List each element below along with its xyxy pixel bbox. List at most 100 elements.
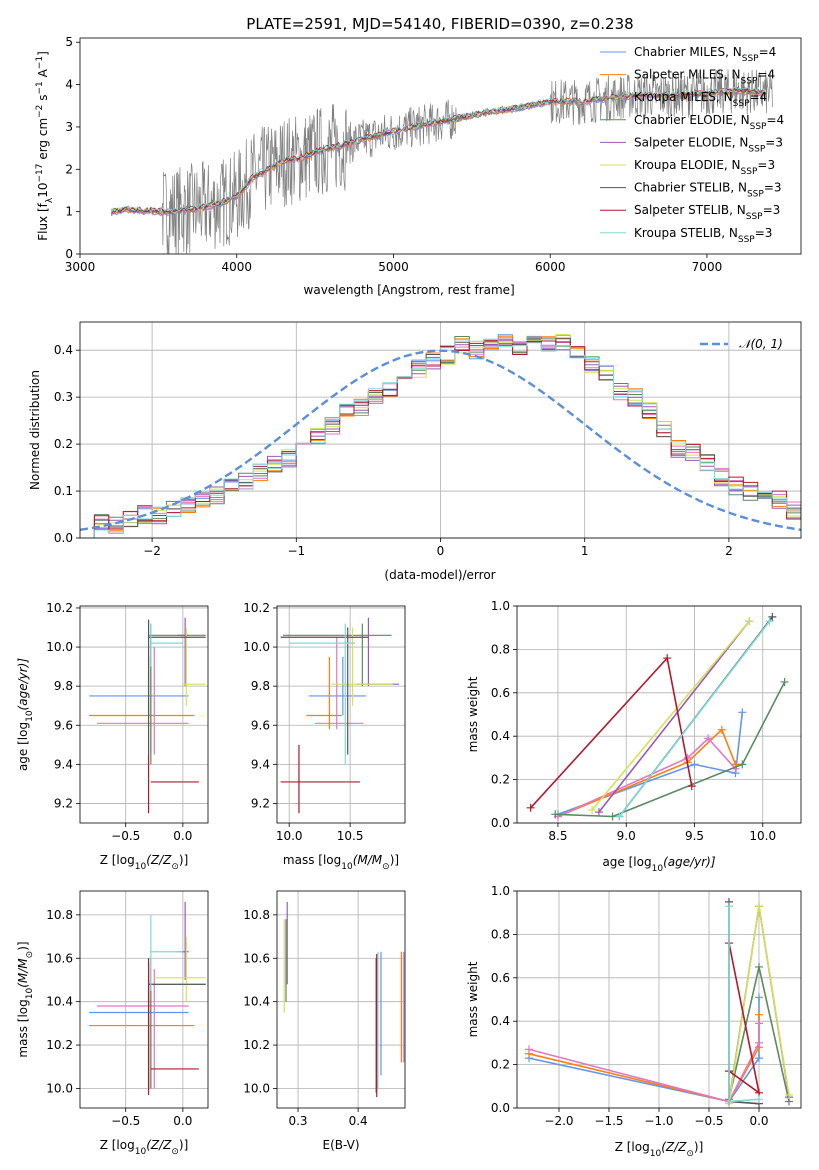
legend-entry-label-part: Chabrier MILES, N [634, 45, 742, 59]
y-tick-label: 1 [65, 205, 73, 219]
spectrum-y-axis-label-part: s [36, 95, 50, 105]
series-line-kroupa_elodie [591, 620, 750, 811]
x-tick-label: 10.5 [337, 829, 364, 843]
x-tick-label: 0.0 [173, 1114, 192, 1128]
spectrum-model-kroupa_stelib [110, 86, 767, 213]
series-marker-kroupa_stelib [755, 1095, 763, 1104]
residual-histogram-kroupa_stelib [80, 338, 801, 538]
age_vs_Z-x-axis-label-part: )] [179, 853, 188, 867]
x-tick-label: 1 [581, 544, 589, 558]
age_vs_mass-x-axis-label-part: 10 [341, 862, 353, 872]
legend-entry-label-part: Salpeter ELODIE, N [634, 135, 748, 149]
y-tick-label: 0 [65, 247, 73, 261]
x-tick-label: 4000 [221, 260, 252, 274]
spectrum-y-axis-label-part: λ [45, 197, 55, 203]
legend-entry-label-part: =3 [755, 226, 773, 240]
y-tick-label: 3 [65, 120, 73, 134]
y-tick-label: 0.4 [54, 343, 73, 357]
legend-entry-label-part: SSP [738, 235, 755, 245]
y-tick-label: 9.6 [54, 718, 73, 732]
y-tick-label: 9.4 [54, 757, 73, 771]
mass_weight_vs_age-x-axis-label-part: 10 [652, 864, 664, 874]
series-marker-salpeter_elodie [594, 808, 603, 817]
y-tick-label: 10.6 [46, 951, 73, 965]
y-tick-label: 0.2 [491, 1058, 510, 1072]
y-tick-label: 5 [65, 35, 73, 49]
y-tick-label: 10.6 [243, 951, 270, 965]
spectrum-y-axis-label-part: 10 [36, 183, 50, 198]
mass_weight_vs_Z-x-axis-label-part: (Z/Z [661, 1140, 687, 1154]
y-tick-label: 10.8 [46, 908, 73, 922]
legend-entry-label: Chabrier STELIB, NSSP=3 [634, 181, 782, 200]
age_vs_Z-x-axis-label-part: Z [log [100, 853, 135, 867]
spectrum-y-axis-label-part: ] [36, 51, 50, 56]
x-tick-label: 0.3 [288, 1114, 307, 1128]
series-line-chabrier_miles [528, 997, 760, 1103]
x-tick-label: −1 [287, 544, 305, 558]
y-tick-label: 0.0 [491, 816, 510, 830]
age_vs_Z-plot-area [89, 617, 206, 814]
spectrum-x-axis-label: wavelength [Angstrom, rest frame] [304, 283, 515, 297]
x-tick-label: 0.0 [749, 1114, 768, 1128]
mass_weight_vs_Z-x-axis-label-part: 10 [650, 1149, 662, 1159]
series-line-salpeter_elodie [598, 620, 750, 813]
legend-entry-label-part: Kroupa ELODIE, N [634, 158, 741, 172]
series-marker-kroupa_miles [755, 1019, 763, 1028]
series-line-chabrier_miles [557, 712, 744, 816]
x-tick-label: −0.5 [111, 1114, 140, 1128]
series-line-salpeter_miles [557, 728, 737, 818]
legend-entry-label-part: =3 [763, 203, 781, 217]
mass_vs_Z-frame [79, 890, 209, 1109]
x-tick-label: 0.0 [173, 829, 192, 843]
mass_weight_vs_age-plot-area [526, 612, 789, 821]
y-tick-label: 9.6 [251, 718, 270, 732]
y-tick-label: 0.0 [54, 531, 73, 545]
x-tick-label: 7000 [692, 260, 723, 274]
x-tick-label: 8.5 [548, 829, 567, 843]
series-marker-kroupa_stelib [765, 617, 774, 626]
gaussian-reference-curve [80, 349, 801, 531]
legend-entry-label-part: SSP [741, 77, 758, 87]
x-tick-label: −1.5 [594, 1114, 623, 1128]
legend-entry-label: Chabrier ELODIE, NSSP=4 [634, 113, 784, 132]
legend-entry-label-part: SSP [742, 54, 759, 64]
mass_vs_Z-x-axis-label: Z [log10(Z/Z⊙)] [100, 1138, 189, 1157]
x-tick-label: 6000 [535, 260, 566, 274]
mass_vs_ebv-x-axis-label: E(B-V) [322, 1138, 359, 1152]
mass_weight_vs_Z-x-axis-label-part: Z [log [615, 1140, 650, 1154]
legend-entry-label-part: =3 [765, 135, 783, 149]
legend-entry-label-part: Chabrier ELODIE, N [634, 113, 750, 127]
legend-entry-label-part: =4 [766, 113, 784, 127]
mass_vs_ebv-axes: 0.3 0.4 10.0 10.2 10.4 10.6 10.8 [243, 891, 405, 1128]
y-tick-label: 0.1 [54, 484, 73, 498]
x-tick-label: 10.0 [276, 829, 303, 843]
mass_vs_Z-x-axis-label-part: )] [179, 1138, 188, 1152]
age_vs_mass-frame [276, 605, 406, 824]
series-marker-salpeter_stelib [663, 654, 672, 663]
y-tick-label: 10.4 [243, 995, 270, 1009]
age_vs_Z-x-axis-label: Z [log10(Z/Z⊙)] [100, 853, 189, 872]
series-marker-salpeter_miles [755, 1010, 763, 1019]
age_vs_Z-frame [79, 605, 209, 824]
mass_vs_Z-plot-area [89, 901, 206, 1095]
series-marker-chabrier_miles [755, 993, 763, 1002]
spectrum-y-axis-label-part: −17 [35, 164, 45, 183]
age_vs_mass-x-axis-label-part: (M/M [353, 853, 383, 867]
legend-entry-label-part: =3 [764, 181, 782, 195]
age_vs_Z-y-axis-label-part: age [log [16, 722, 30, 771]
legend-entry-label-part: SSP [746, 212, 763, 222]
x-tick-label: 10.0 [749, 829, 776, 843]
legend-entry-label: Salpeter MILES, NSSP=4 [634, 68, 775, 87]
series-marker-chabrier_elodie [551, 810, 560, 819]
legend-entry-label-part: SSP [750, 122, 767, 132]
mass_vs_Z-y-axis-label-part: 10 [25, 988, 35, 1000]
mass_weight_vs_Z-x-axis-label-part: ⊙ [686, 1149, 694, 1159]
mass_vs_Z-y-axis-label-part: (M/M [16, 958, 30, 988]
legend-entry-label-part: Chabrier STELIB, N [634, 181, 747, 195]
spectrum-y-axis-label-part: −1 [35, 81, 45, 94]
legend-entry-label-part: SSP [748, 144, 765, 154]
y-tick-label: 0.6 [491, 971, 510, 985]
series-marker-chabrier_elodie [608, 812, 617, 821]
series-marker-chabrier_stelib [768, 612, 777, 621]
